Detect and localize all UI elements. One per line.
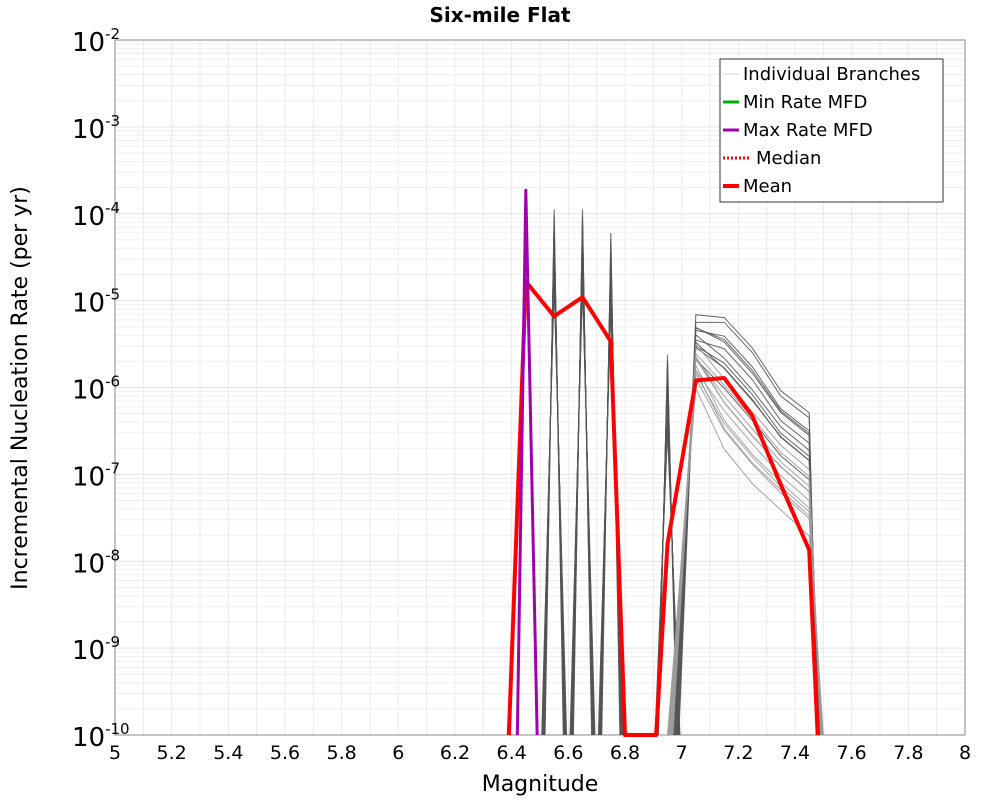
- y-tick-label: 10-9: [72, 633, 120, 666]
- x-tick-label: 6.2: [440, 742, 470, 764]
- legend-box: [719, 58, 944, 203]
- branch-cluster-line: [667, 368, 824, 736]
- legend-label: Max Rate MFD: [743, 120, 873, 141]
- branch-cluster-line: [678, 321, 819, 736]
- branch-spike-line: [569, 287, 596, 736]
- branch-cluster-line: [669, 354, 823, 736]
- y-tick-label: 10-2: [72, 25, 120, 58]
- branch-cluster-line: [673, 341, 821, 736]
- branch-cluster-line: [676, 339, 819, 736]
- x-tick-label: 5.8: [327, 742, 357, 764]
- branch-cluster-line: [671, 342, 822, 736]
- x-tick-labels: 5 5.2 5.4 5.6 5.8 6 6.2 6.4 6.6 6.8 7 7.2 7.4 7.6 7.8 8: [109, 742, 971, 764]
- chart-title: Six-mile Flat: [429, 3, 571, 27]
- legend-label: Individual Branches: [743, 64, 920, 85]
- x-tick-label: 7.8: [893, 742, 923, 764]
- x-axis-label: Magnitude: [482, 772, 599, 797]
- branch-cluster-line: [671, 357, 822, 736]
- branch-spike-line: [541, 287, 568, 736]
- branch-cluster-line: [677, 314, 819, 736]
- y-tick-label: 10-6: [72, 373, 120, 406]
- x-tick-label: 6.8: [610, 742, 640, 764]
- y-tick-label: 10-10: [72, 720, 130, 753]
- y-tick-label: 10-5: [72, 286, 120, 319]
- branch-cluster-line: [675, 326, 820, 736]
- series-line-mean: [506, 279, 820, 737]
- x-tick-label: 7: [676, 742, 688, 764]
- x-tick-label: 5: [109, 742, 121, 764]
- x-tick-label: 6: [392, 742, 404, 764]
- legend-label: Mean: [743, 176, 792, 197]
- plot-frame: [114, 39, 966, 736]
- branch-cluster-line: [672, 358, 821, 736]
- x-tick-label: 7.4: [780, 742, 810, 764]
- y-tick-label: 10-3: [72, 112, 120, 145]
- legend: Individual Branches Min Rate MFD Max Rate …: [719, 58, 944, 203]
- y-tick-label: 10-7: [72, 459, 120, 492]
- legend-label: Min Rate MFD: [743, 92, 867, 113]
- y-tick-labels: 10-2 10-3 10-4 10-5 10-6 10-7 10-8 10-9 10-10: [72, 25, 130, 753]
- x-tick-label: 5.2: [157, 742, 187, 764]
- x-tick-label: 7.6: [837, 742, 867, 764]
- legend-label: Median: [756, 148, 821, 169]
- y-axis-label: Incremental Nucleation Rate (per yr): [8, 186, 33, 590]
- x-tick-label: 5.4: [213, 742, 243, 764]
- y-tick-label: 10-8: [72, 546, 120, 579]
- x-tick-label: 6.4: [497, 742, 527, 764]
- branch-lines: [541, 209, 824, 736]
- branch-cluster-line: [674, 333, 821, 736]
- x-tick-label: 8: [959, 742, 971, 764]
- x-tick-label: 7.2: [723, 742, 753, 764]
- x-tick-label: 5.6: [270, 742, 300, 764]
- y-tick-label: 10-4: [72, 199, 120, 232]
- x-tick-label: 6.6: [553, 742, 583, 764]
- series-lines: [506, 188, 820, 737]
- series-line-max-rate-mfd: [515, 188, 539, 736]
- branch-cluster-line: [668, 363, 824, 736]
